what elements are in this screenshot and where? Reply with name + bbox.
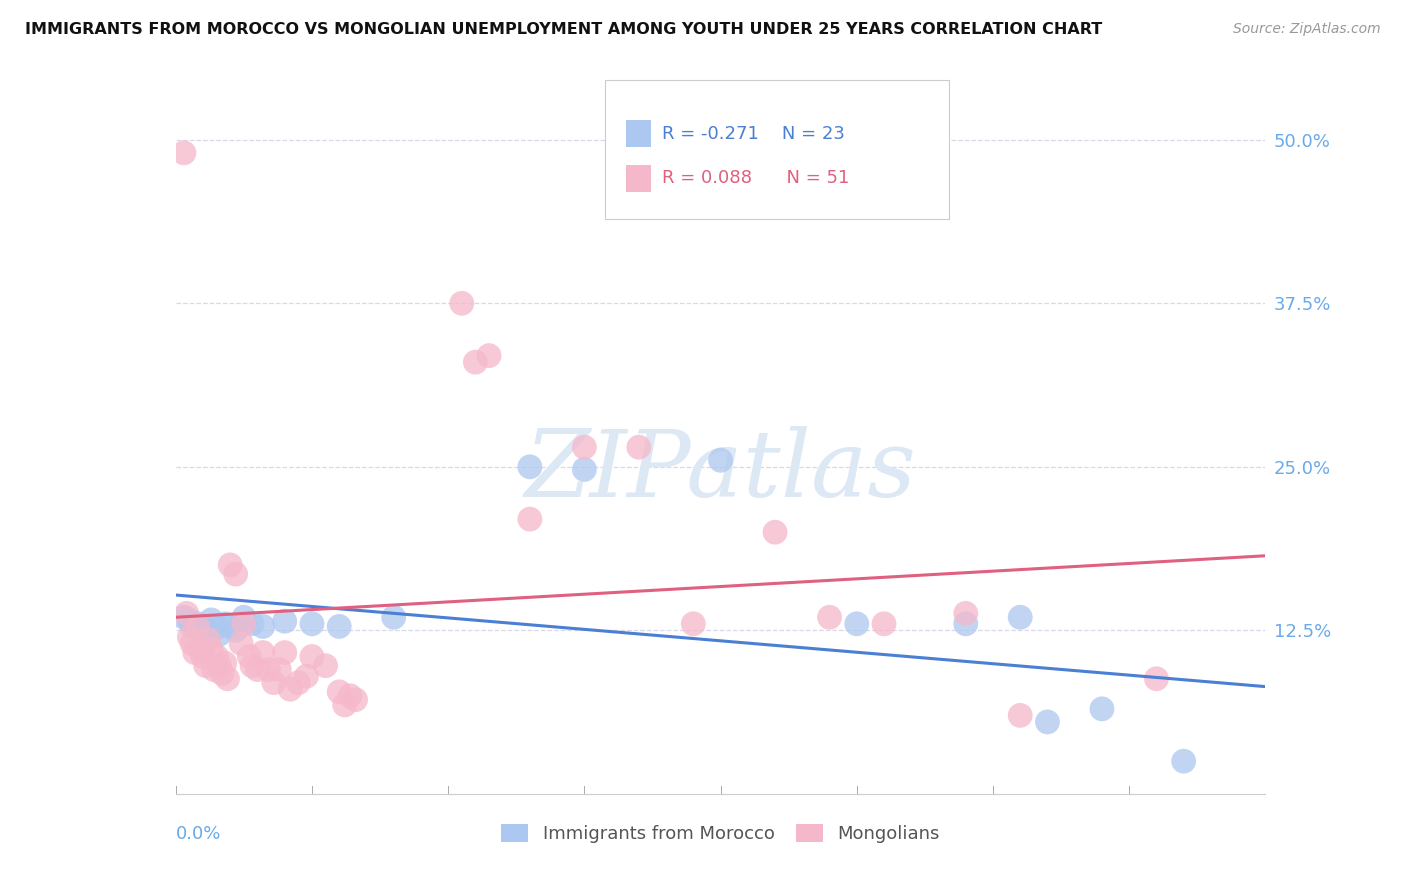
Point [955,607,977,621]
Point [763,525,786,540]
Text: 0.0%: 0.0% [176,825,221,843]
Point [191,649,214,664]
Point [1010,610,1032,624]
Point [519,459,541,474]
Point [179,630,201,644]
Point [205,649,228,664]
Point [240,658,263,673]
Point [194,658,217,673]
Point [315,658,337,673]
Point [382,610,405,624]
Point [197,632,219,647]
Point [214,616,236,631]
Point [200,613,222,627]
Point [333,698,356,712]
Point [955,616,977,631]
Point [214,656,236,670]
Point [845,616,868,631]
Point [231,636,253,650]
Point [179,613,201,627]
Point [269,663,291,677]
Point [200,643,222,657]
Point [186,616,209,631]
Point [219,558,242,572]
Point [818,610,841,624]
Text: ZIPatlas: ZIPatlas [524,426,917,516]
Point [197,624,219,638]
Point [176,607,198,621]
Point [208,658,231,673]
Point [274,614,297,628]
Point [205,621,228,635]
Point [225,624,247,638]
Point [208,627,231,641]
Point [252,619,274,633]
Point [257,663,280,677]
Point [344,692,367,706]
Point [217,672,239,686]
Point [191,619,214,633]
Point [627,440,650,454]
Point [1036,714,1059,729]
Point [328,619,350,633]
Point [710,453,733,467]
Point [574,440,596,454]
Point [232,610,254,624]
Point [287,675,309,690]
Point [184,646,207,660]
Point [238,649,260,664]
Point [211,666,233,681]
Point [181,619,204,633]
Point [202,663,225,677]
Point [181,636,204,650]
Text: R = 0.088      N = 51: R = 0.088 N = 51 [662,169,849,187]
Point [301,616,323,631]
Text: Source: ZipAtlas.com: Source: ZipAtlas.com [1233,22,1381,37]
Point [274,646,297,660]
Point [263,675,285,690]
Point [252,646,274,660]
Point [519,512,541,526]
Text: IMMIGRANTS FROM MOROCCO VS MONGOLIAN UNEMPLOYMENT AMONG YOUTH UNDER 25 YEARS COR: IMMIGRANTS FROM MOROCCO VS MONGOLIAN UNE… [25,22,1102,37]
Point [246,663,269,677]
Point [339,689,361,703]
Point [173,145,195,160]
Point [478,349,501,363]
Point [186,619,209,633]
Point [574,462,596,476]
Point [301,649,323,664]
Point [232,616,254,631]
Point [1144,672,1167,686]
Point [450,296,472,310]
Point [682,616,704,631]
Point [188,643,211,657]
Point [295,669,318,683]
Point [240,616,263,631]
Point [173,610,195,624]
Point [464,355,486,369]
Point [1173,754,1195,768]
Text: R = -0.271    N = 23: R = -0.271 N = 23 [662,125,845,143]
Point [873,616,896,631]
Point [219,619,242,633]
Legend: Immigrants from Morocco, Mongolians: Immigrants from Morocco, Mongolians [494,816,948,850]
Point [1091,702,1114,716]
Point [328,685,350,699]
Point [1010,708,1032,723]
Point [278,682,301,697]
Point [225,567,247,582]
